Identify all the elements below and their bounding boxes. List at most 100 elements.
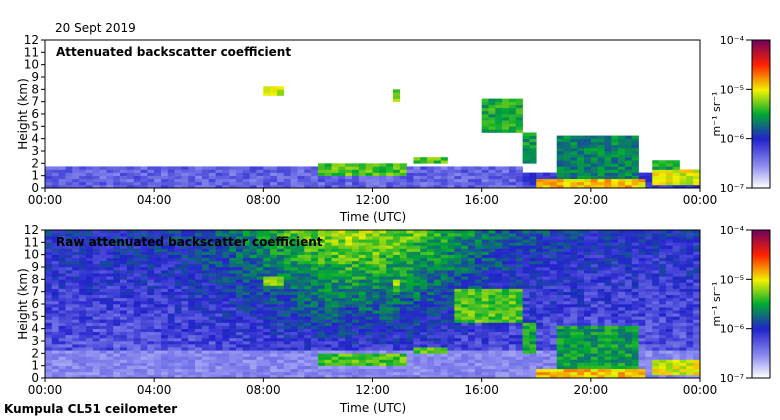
heatmap-cell	[317, 319, 326, 323]
heatmap-cell	[222, 270, 230, 274]
heatmap-cell	[474, 368, 482, 373]
heatmap-cell	[311, 322, 319, 326]
heatmap-cell	[372, 307, 380, 311]
heatmap-cell	[147, 260, 155, 265]
heatmap-cell	[45, 371, 53, 376]
heatmap-cell	[577, 135, 585, 139]
heatmap-cell	[358, 304, 366, 308]
heatmap-cell	[577, 248, 585, 252]
heatmap-cell	[249, 350, 257, 354]
heatmap-cell	[474, 341, 482, 345]
heatmap-cell	[208, 341, 216, 345]
heatmap-cell	[317, 181, 326, 186]
heatmap-cell	[120, 242, 128, 246]
heatmap-cell	[474, 371, 482, 376]
heatmap-cell	[120, 239, 128, 243]
heatmap-cell	[276, 371, 285, 376]
heatmap-cell	[577, 362, 585, 366]
heatmap-cell	[433, 362, 442, 366]
heatmap-cell	[160, 374, 169, 379]
heatmap-cell	[584, 359, 592, 363]
heatmap-cell	[133, 242, 141, 246]
heatmap-cell	[536, 288, 544, 292]
heatmap-cell	[167, 169, 175, 173]
heatmap-cell	[495, 263, 503, 268]
heatmap-cell	[570, 331, 578, 336]
heatmap-cell	[420, 347, 428, 351]
heatmap-cell	[433, 263, 442, 268]
heatmap-cell	[195, 267, 203, 271]
heatmap-cell	[51, 181, 59, 186]
heatmap-cell	[317, 322, 326, 326]
heatmap-cell	[256, 166, 264, 170]
heatmap-cell	[154, 359, 162, 363]
heatmap-cell	[324, 276, 332, 280]
heatmap-cell	[604, 291, 612, 296]
heatmap-cell	[283, 362, 291, 366]
heatmap-cell	[522, 291, 530, 296]
heatmap-cell	[693, 184, 701, 189]
heatmap-cell	[529, 273, 537, 277]
heatmap-cell	[597, 181, 605, 186]
heatmap-cell	[433, 350, 442, 354]
heatmap-cell	[263, 239, 271, 243]
heatmap-cell	[338, 181, 346, 186]
heatmap-cell	[256, 175, 264, 180]
heatmap-cell	[324, 233, 332, 237]
heatmap-cell	[392, 279, 401, 283]
heatmap-cell	[454, 344, 462, 348]
heatmap-cell	[249, 291, 257, 296]
heatmap-cell	[147, 236, 155, 240]
heatmap-cell	[399, 347, 407, 351]
heatmap-cell	[58, 359, 66, 363]
heatmap-cell	[215, 368, 223, 373]
heatmap-cell	[140, 169, 148, 173]
heatmap-cell	[461, 334, 469, 339]
heatmap-cell	[174, 279, 182, 283]
heatmap-cell	[147, 344, 155, 348]
heatmap-cell	[508, 251, 517, 255]
heatmap-cell	[563, 322, 571, 326]
heatmap-cell	[174, 371, 182, 376]
heatmap-cell	[529, 230, 537, 234]
heatmap-cell	[549, 368, 558, 373]
heatmap-cell	[304, 282, 312, 286]
heatmap-cell	[120, 334, 128, 339]
heatmap-cell	[256, 313, 264, 317]
colorbar-bar-1	[751, 39, 771, 189]
heatmap-cell	[536, 297, 544, 302]
heatmap-cell	[215, 371, 223, 376]
heatmap-cell	[51, 362, 59, 366]
heatmap-cell	[167, 347, 175, 351]
heatmap-cell	[311, 313, 319, 317]
heatmap-cell	[181, 236, 189, 240]
heatmap-cell	[372, 230, 380, 234]
heatmap-cell	[522, 288, 530, 292]
heatmap-cell	[99, 362, 107, 366]
heatmap-cell	[304, 233, 312, 237]
heatmap-cell	[597, 144, 605, 149]
heatmap-cell	[386, 172, 394, 176]
heatmap-cell	[515, 291, 523, 296]
heatmap-cell	[508, 337, 517, 342]
heatmap-cell	[372, 172, 380, 176]
heatmap-cell	[317, 251, 326, 255]
heatmap-cell	[85, 331, 94, 336]
heatmap-cell	[618, 141, 626, 146]
heatmap-cell	[570, 245, 578, 249]
heatmap-cell	[331, 307, 339, 311]
heatmap-cell	[133, 359, 141, 363]
heatmap-cell	[495, 245, 503, 249]
heatmap-cell	[604, 288, 612, 292]
heatmap-cell	[508, 257, 517, 262]
heatmap-cell	[590, 230, 598, 234]
heatmap-cell	[140, 322, 148, 326]
heatmap-cell	[536, 181, 544, 186]
heatmap-cell	[406, 331, 414, 336]
heatmap-cell	[236, 325, 244, 329]
heatmap-cell	[481, 233, 489, 237]
heatmap-cell	[433, 337, 442, 342]
heatmap-cell	[51, 365, 59, 370]
heatmap-cell	[590, 282, 598, 286]
heatmap-cell	[372, 359, 380, 363]
